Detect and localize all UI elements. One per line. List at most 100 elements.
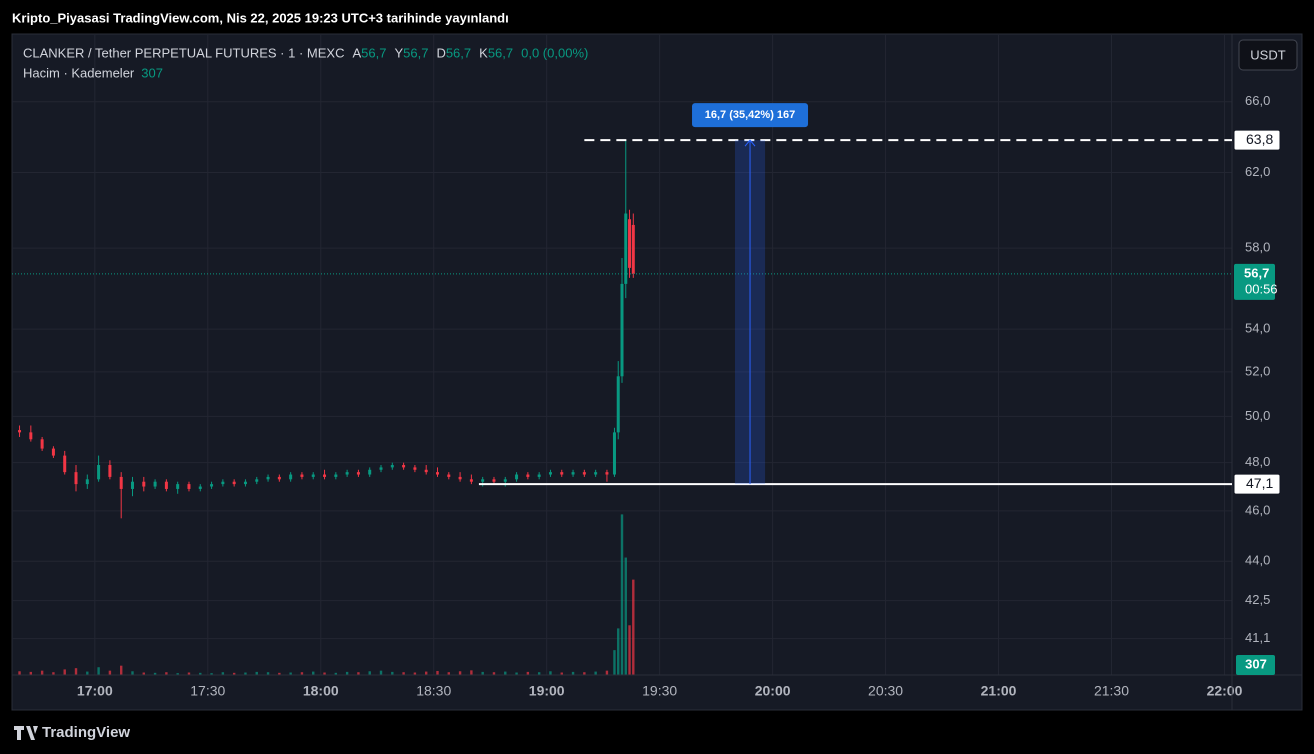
y-tick-label: 62,0 — [1245, 164, 1270, 179]
candle-body — [435, 472, 439, 475]
volume-bar — [413, 672, 417, 675]
volume-bar — [424, 671, 428, 675]
candle-body — [571, 472, 575, 475]
volume-bar — [617, 628, 620, 675]
x-tick-label: 17:30 — [190, 683, 225, 699]
candle-body — [221, 481, 225, 485]
x-tick-label: 22:00 — [1207, 683, 1243, 699]
candle-body — [130, 481, 134, 489]
candle-body — [51, 448, 55, 456]
candle-body — [119, 476, 123, 489]
candle-body — [153, 481, 157, 487]
volume-bar — [334, 672, 338, 675]
volume-bar — [549, 671, 552, 675]
candle-body — [447, 474, 451, 477]
candle-body — [631, 224, 635, 274]
volume-bar — [312, 671, 315, 675]
volume-bar — [620, 514, 624, 675]
x-tick-label: 20:00 — [755, 683, 791, 699]
x-tick-label: 19:00 — [529, 683, 565, 699]
volume-bar — [142, 672, 145, 675]
volume-bar — [40, 670, 44, 675]
y-tick-label: 44,0 — [1245, 553, 1270, 568]
volume-bar — [153, 672, 157, 675]
volume-bar — [18, 671, 21, 675]
y-tick-label: 46,0 — [1245, 502, 1270, 517]
volume-bar — [29, 671, 33, 675]
candle-body — [368, 469, 372, 475]
x-tick-label: 21:00 — [981, 683, 1017, 699]
volume-bar — [624, 557, 627, 675]
last-price-label: 56,7 — [1244, 265, 1269, 280]
candle-body — [424, 469, 428, 473]
candle-body — [29, 432, 33, 440]
candle-body — [18, 430, 22, 433]
candle-body — [311, 474, 315, 477]
volume-bar — [86, 671, 89, 675]
candle-body — [255, 479, 259, 482]
x-tick-label: 21:30 — [1094, 683, 1129, 699]
volume-bar — [63, 669, 66, 675]
volume-bar — [244, 672, 247, 675]
candle-body — [40, 439, 44, 449]
volume-bar — [402, 672, 405, 675]
volume-bar — [210, 673, 213, 675]
candle-body — [97, 465, 101, 480]
legend-text: 0,0 (0,00%) — [521, 45, 588, 60]
volume-bar — [221, 672, 225, 675]
volume-bar — [470, 670, 473, 675]
candle-body — [526, 474, 530, 477]
volume-bar — [632, 579, 635, 675]
y-tick-label: 50,0 — [1245, 408, 1270, 423]
candle-body — [612, 432, 616, 475]
legend-text: Hacim · Kademeler — [23, 65, 135, 80]
volume-bar — [526, 671, 530, 675]
volume-bar — [300, 672, 304, 675]
candle-body — [176, 484, 180, 489]
candle-body — [481, 479, 485, 482]
volume-bar — [492, 672, 496, 675]
candle-body — [198, 486, 202, 489]
volume-bar — [357, 672, 360, 675]
candle-body — [469, 479, 473, 482]
y-tick-label: 42,5 — [1245, 592, 1270, 607]
candle-body — [85, 479, 89, 485]
logo — [14, 726, 38, 740]
legend-text: 56,7 — [361, 45, 386, 60]
volume-bar — [176, 673, 179, 675]
volume-bar — [131, 671, 134, 675]
candle-body — [232, 481, 236, 485]
candle-body — [243, 481, 247, 485]
volume-bar — [504, 671, 507, 675]
volume-bar — [613, 650, 616, 675]
price-line-box — [1233, 129, 1281, 151]
currency-button[interactable] — [1238, 39, 1298, 71]
candle-body — [390, 465, 394, 468]
candle-body — [142, 481, 146, 487]
currency[interactable]: USDT — [1250, 47, 1285, 62]
volume-bar — [391, 671, 394, 675]
volume-bar — [447, 672, 450, 675]
y-tick-label: 52,0 — [1245, 363, 1270, 378]
candle-body — [345, 472, 349, 475]
volume-bar — [187, 672, 191, 675]
candle-body — [266, 476, 270, 480]
volume-bar — [278, 672, 281, 675]
volume-bar — [628, 625, 631, 675]
legend-text: CLANKER / Tether PERPETUAL FUTURES · 1 ·… — [23, 45, 344, 60]
candle-body — [300, 474, 304, 477]
header: Kripto_Piyasasi TradingView.com, Nis 22,… — [12, 10, 509, 25]
candle-body — [413, 467, 417, 470]
volume-bar — [232, 672, 236, 675]
legend-text: Y — [394, 45, 403, 60]
y-tick-label: 48,0 — [1245, 454, 1270, 469]
volume-bar — [605, 670, 609, 675]
x-tick-label: 19:30 — [642, 683, 677, 699]
volume-bar — [458, 671, 462, 675]
candle-body — [605, 472, 609, 475]
measure-label: 16,7 (35,42%) 167 — [705, 109, 796, 121]
measure-arrowhead — [744, 139, 756, 147]
logo-mark — [14, 726, 38, 740]
candle-body — [277, 476, 281, 480]
